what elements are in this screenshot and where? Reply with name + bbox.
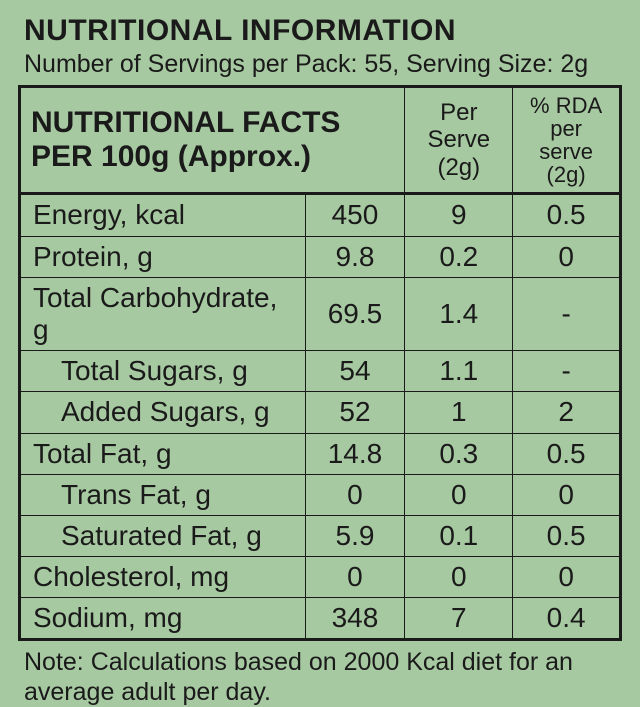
per-100g-value: 0 bbox=[305, 557, 405, 598]
nutrient-label: Total Sugars, g bbox=[20, 351, 306, 392]
table-row: Total Sugars, g541.1- bbox=[20, 351, 621, 392]
table-row: Trans Fat, g000 bbox=[20, 474, 621, 515]
table-row: Total Carbohydrate, g69.51.4- bbox=[20, 277, 621, 350]
servings-line: Number of Servings per Pack: 55, Serving… bbox=[24, 50, 622, 79]
table-header-row: NUTRITIONAL FACTS PER 100g (Approx.) Per… bbox=[20, 87, 621, 194]
table-row: Energy, kcal45090.5 bbox=[20, 194, 621, 236]
header-col2-line2: serve (2g) bbox=[539, 139, 593, 187]
per-serve-value: 1 bbox=[405, 392, 513, 433]
header-per-serve: Per Serve (2g) bbox=[405, 87, 513, 194]
per-serve-value: 1.1 bbox=[405, 351, 513, 392]
per-100g-value: 0 bbox=[305, 474, 405, 515]
table-row: Sodium, mg34870.4 bbox=[20, 598, 621, 640]
rda-value: 0 bbox=[513, 474, 621, 515]
nutrient-label: Energy, kcal bbox=[20, 194, 306, 236]
nutrient-label: Protein, g bbox=[20, 236, 306, 277]
footnote: Note: Calculations based on 2000 Kcal di… bbox=[24, 647, 622, 707]
per-serve-value: 0 bbox=[405, 474, 513, 515]
per-100g-value: 5.9 bbox=[305, 515, 405, 556]
header-col1-line1: Per Serve bbox=[427, 99, 490, 154]
nutrient-label: Saturated Fat, g bbox=[20, 515, 306, 556]
table-row: Protein, g9.80.20 bbox=[20, 236, 621, 277]
per-serve-value: 0 bbox=[405, 557, 513, 598]
table-row: Added Sugars, g5212 bbox=[20, 392, 621, 433]
table-row: Saturated Fat, g5.90.10.5 bbox=[20, 515, 621, 556]
per-100g-value: 52 bbox=[305, 392, 405, 433]
table-row: Cholesterol, mg000 bbox=[20, 557, 621, 598]
per-serve-value: 7 bbox=[405, 598, 513, 640]
rda-value: 0.5 bbox=[513, 515, 621, 556]
table-row: Total Fat, g14.80.30.5 bbox=[20, 433, 621, 474]
header-col2-line1: % RDA per bbox=[530, 93, 602, 141]
per-serve-value: 0.1 bbox=[405, 515, 513, 556]
header-col1-line2: (2g) bbox=[437, 154, 480, 181]
rda-value: 0 bbox=[513, 236, 621, 277]
per-serve-value: 9 bbox=[405, 194, 513, 236]
nutrient-label: Cholesterol, mg bbox=[20, 557, 306, 598]
per-serve-value: 1.4 bbox=[405, 277, 513, 350]
nutrition-table: NUTRITIONAL FACTS PER 100g (Approx.) Per… bbox=[18, 85, 622, 641]
nutrient-label: Trans Fat, g bbox=[20, 474, 306, 515]
per-100g-value: 9.8 bbox=[305, 236, 405, 277]
panel-title: NUTRITIONAL INFORMATION bbox=[24, 14, 622, 48]
nutrient-label: Added Sugars, g bbox=[20, 392, 306, 433]
per-100g-value: 450 bbox=[305, 194, 405, 236]
header-main: NUTRITIONAL FACTS PER 100g (Approx.) bbox=[20, 87, 405, 194]
per-100g-value: 69.5 bbox=[305, 277, 405, 350]
per-100g-value: 348 bbox=[305, 598, 405, 640]
nutrient-label: Total Carbohydrate, g bbox=[20, 277, 306, 350]
header-main-line1: NUTRITIONAL FACTS bbox=[31, 106, 340, 139]
rda-value: 0.5 bbox=[513, 433, 621, 474]
per-serve-value: 0.2 bbox=[405, 236, 513, 277]
rda-value: - bbox=[513, 351, 621, 392]
rda-value: 0.5 bbox=[513, 194, 621, 236]
per-serve-value: 0.3 bbox=[405, 433, 513, 474]
rda-value: 0 bbox=[513, 557, 621, 598]
rda-value: - bbox=[513, 277, 621, 350]
table-body: Energy, kcal45090.5Protein, g9.80.20Tota… bbox=[20, 194, 621, 640]
header-main-line2: PER 100g (Approx.) bbox=[31, 140, 311, 173]
nutrient-label: Sodium, mg bbox=[20, 598, 306, 640]
rda-value: 2 bbox=[513, 392, 621, 433]
per-100g-value: 54 bbox=[305, 351, 405, 392]
per-100g-value: 14.8 bbox=[305, 433, 405, 474]
header-rda: % RDA per serve (2g) bbox=[513, 87, 621, 194]
nutrient-label: Total Fat, g bbox=[20, 433, 306, 474]
rda-value: 0.4 bbox=[513, 598, 621, 640]
